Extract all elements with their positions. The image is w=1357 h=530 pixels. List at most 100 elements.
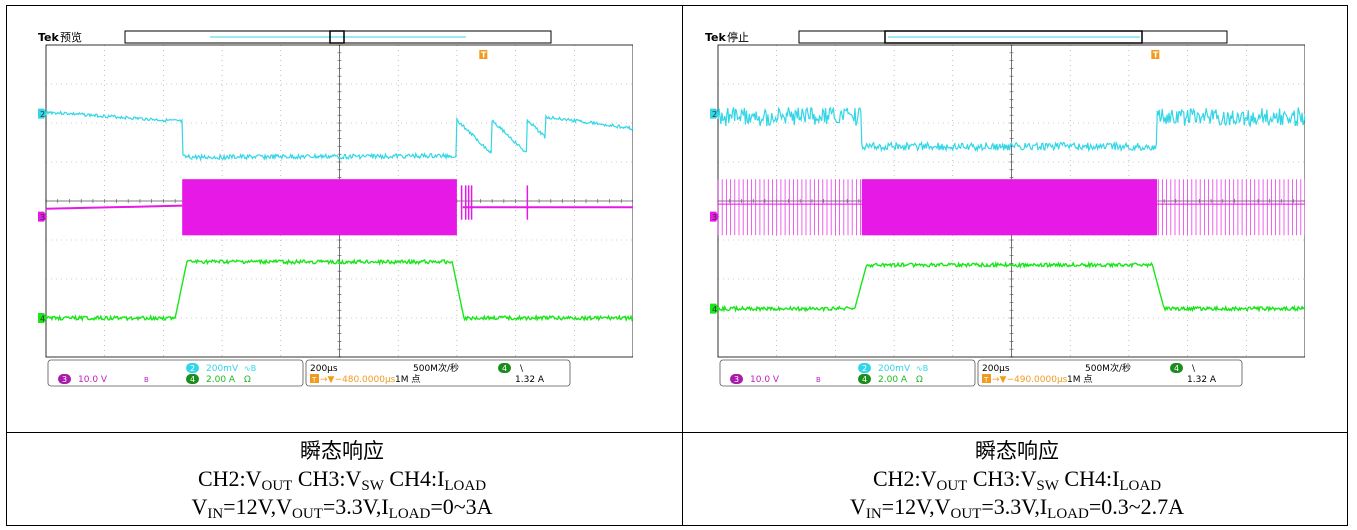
record-viewport-bracket — [884, 30, 1143, 44]
cap-text: CH4:I — [1058, 466, 1120, 491]
cap-text: V — [191, 494, 208, 519]
channel-3-marker — [710, 211, 719, 222]
oscilloscope-display-right: Tek 停止 2 3 4 T T 2 200mV ∿B 3 10.0 V B 4 2.00 A Ω 200… — [705, 28, 1305, 398]
cap-sub: OUT — [936, 478, 968, 494]
ch3-badge — [58, 374, 71, 384]
trigger-marker-text: T — [311, 376, 317, 384]
series-ch2 — [45, 110, 633, 162]
trigger-source-badge — [1170, 363, 1183, 373]
cap-sub: LOAD — [444, 478, 487, 494]
bw-limit-icon: B — [144, 376, 149, 384]
scope-screenshot-left: Tek 预览 2 3 4 T T 2 200mV ∿B 3 10.0 V B 4 2.00 A Ω 200… — [33, 28, 633, 423]
ch4-label: 4 — [862, 375, 867, 384]
ch2-badge — [186, 363, 199, 373]
series-ch4 — [45, 258, 633, 323]
caption-channels: CH2:VOUT CH3:VSW CH4:ILOAD — [7, 465, 677, 494]
ch2-badge — [858, 363, 871, 373]
trigger-marker-box — [310, 374, 319, 383]
caption-channels: CH2:VOUT CH3:VSW CH4:ILOAD — [682, 465, 1352, 494]
caption-title: 瞬态响应 — [975, 439, 1059, 463]
timebase: 200µs — [310, 364, 338, 374]
trigger-marker-text: T — [481, 51, 487, 60]
trigger-slope-icon: \ — [520, 364, 524, 374]
cap-text: V — [849, 494, 866, 519]
ohm-icon: Ω — [916, 375, 923, 385]
cap-sub: LOAD — [1047, 506, 1089, 522]
cap-sub: SW — [361, 478, 384, 494]
cap-sub: IN — [865, 506, 882, 522]
ch4-badge — [858, 374, 871, 384]
timebase: 200µs — [982, 364, 1010, 374]
cap-sub: LOAD — [388, 506, 431, 522]
cap-text: CH3:V — [967, 466, 1037, 491]
channel-4-marker — [38, 313, 47, 323]
cap-text: =3.3V,I — [981, 494, 1048, 519]
table-divider-horizontal — [7, 432, 1347, 433]
cap-sub: SW — [1036, 478, 1059, 494]
cap-sub: OUT — [261, 478, 293, 494]
cap-text: CH2:V — [872, 466, 937, 491]
trigger-marker-text: T — [1153, 51, 1159, 60]
trigger-marker-box — [479, 50, 488, 59]
cap-sub: IN — [207, 506, 224, 522]
channel-readout-box — [719, 359, 976, 387]
trigger-level: 1.32 A — [1187, 375, 1217, 385]
cap-text: CH3:V — [292, 466, 362, 491]
scope-brand: Tek — [38, 31, 60, 44]
cap-sub: OUT — [292, 506, 323, 522]
caption-right: 瞬态响应 CH2:VOUT CH3:VSW CH4:ILOAD VIN=12V,… — [682, 437, 1352, 522]
trigger-level: 1.32 A — [515, 375, 545, 385]
caption-title: 瞬态响应 — [300, 439, 384, 463]
channel-readout-box — [47, 359, 304, 387]
trigger-marker-text: T — [337, 28, 343, 29]
cap-text: CH4:I — [383, 466, 445, 491]
cap-text: =3.3V,I — [322, 494, 389, 519]
channel-3-label: 3 — [712, 213, 717, 222]
ch4-scale: 2.00 A — [878, 375, 908, 385]
sample-rate: 500M次/秒 — [413, 362, 459, 374]
trigger-marker-box — [1151, 50, 1160, 59]
channel-2-marker — [710, 108, 719, 119]
ch3-scale: 10.0 V — [750, 375, 780, 385]
graticule-border — [45, 44, 633, 358]
channel-4-label: 4 — [40, 315, 45, 324]
trigger-offset: →▼−490.0000µs — [992, 375, 1068, 385]
plot-area-left: 2 3 4 T T — [38, 28, 633, 358]
ohm-icon: Ω — [244, 375, 251, 385]
figure-table — [6, 5, 1348, 526]
cap-text: =0.3~2.7A — [1088, 494, 1185, 519]
scope-screenshot-right: Tek 停止 2 3 4 T T 2 200mV ∿B 3 10.0 V B 4 2.00 A Ω 200… — [705, 28, 1305, 423]
series-ch3-band — [182, 179, 457, 236]
cap-text: =12V,V — [223, 494, 293, 519]
channel-2-marker — [38, 108, 47, 119]
ch4-label: 4 — [190, 375, 195, 384]
record-length: 1M 点 — [1067, 374, 1092, 385]
cap-text: CH2:V — [197, 466, 262, 491]
cap-sub: LOAD — [1119, 478, 1162, 494]
trigger-source-badge — [498, 363, 511, 373]
series-ch4 — [717, 260, 1305, 313]
cap-sub: OUT — [950, 506, 982, 522]
trigger-slope-icon: \ — [1192, 364, 1196, 374]
record-length: 1M 点 — [395, 374, 420, 385]
table-divider-vertical — [682, 6, 683, 525]
trigger-marker-box — [982, 374, 991, 383]
caption-conditions: VIN=12V,VOUT=3.3V,ILOAD=0~3A — [7, 493, 677, 522]
trigger-marker-text: T — [983, 376, 989, 384]
scope-status: 预览 — [60, 30, 82, 44]
ch3-label: 3 — [734, 375, 739, 384]
ch3-badge — [730, 374, 743, 384]
channel-4-marker — [710, 303, 719, 314]
trigger-source-label: 4 — [1174, 364, 1179, 373]
cap-text: =0~3A — [430, 494, 493, 519]
ch4-scale: 2.00 A — [206, 375, 236, 385]
plot-area-right: 2 3 4 T T — [710, 28, 1305, 358]
ch2-label: 2 — [190, 364, 195, 373]
channel-2-label: 2 — [712, 110, 717, 119]
trigger-source-label: 4 — [502, 364, 507, 373]
scope-brand: Tek — [705, 31, 727, 44]
record-viewport-bracket — [329, 30, 345, 44]
readout-bar-left: 2 200mV ∿B 3 10.0 V B 4 2.00 A Ω 200µs T →▼−480.000… — [47, 359, 571, 387]
scope-status: 停止 — [727, 30, 749, 44]
oscilloscope-display-left: Tek 预览 2 3 4 T T 2 200mV ∿B 3 10.0 V B 4 2.00 A Ω 200… — [33, 28, 633, 398]
